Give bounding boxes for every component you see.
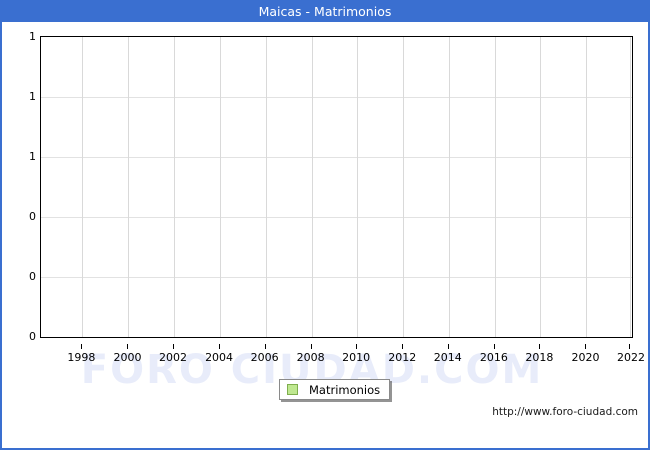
x-tick-label: 2002 — [158, 351, 187, 364]
x-tick-mark — [539, 344, 541, 349]
gridline-vertical — [586, 37, 588, 337]
x-tick-label: 2006 — [250, 351, 279, 364]
x-tick-mark — [585, 344, 587, 349]
gridline-vertical — [311, 37, 313, 337]
x-tick-label: 2010 — [342, 351, 371, 364]
y-tick-label: 1 — [29, 30, 36, 43]
y-tick-label: 0 — [29, 210, 36, 223]
x-tick-label: 2016 — [479, 351, 508, 364]
x-tick-mark — [447, 344, 449, 349]
x-tick-label: 2008 — [296, 351, 325, 364]
gridline-vertical — [494, 37, 496, 337]
x-tick-label: 2014 — [433, 351, 462, 364]
x-tick-mark — [356, 344, 358, 349]
x-tick-mark — [219, 344, 221, 349]
gridline-vertical — [357, 37, 359, 337]
gridline-vertical — [403, 37, 405, 337]
page-title: Maicas - Matrimonios — [2, 2, 648, 22]
gridline-vertical — [128, 37, 130, 337]
x-tick-mark — [81, 344, 83, 349]
legend-label-matrimonios: Matrimonios — [309, 382, 381, 397]
gridline-horizontal — [41, 157, 632, 158]
gridline-vertical — [265, 37, 267, 337]
x-tick-mark — [127, 344, 129, 349]
x-tick-mark — [172, 344, 174, 349]
x-tick-mark — [629, 344, 630, 349]
gridline-horizontal — [41, 277, 632, 278]
x-tick-mark — [493, 344, 495, 349]
x-tick-label: 2020 — [571, 351, 600, 364]
plot-area — [40, 36, 633, 338]
x-tick-mark — [264, 344, 266, 349]
legend-swatch-matrimonios — [287, 384, 298, 395]
gridline-vertical — [448, 37, 450, 337]
source-url[interactable]: http://www.foro-ciudad.com — [492, 406, 638, 418]
x-tick-label: 2000 — [113, 351, 142, 364]
x-tick-mark — [402, 344, 404, 349]
x-tick-label: 2022 — [617, 351, 645, 364]
gridline-horizontal — [41, 217, 632, 218]
y-tick-label: 1 — [29, 90, 36, 103]
gridline-vertical — [173, 37, 175, 337]
chart-legend[interactable]: Matrimonios — [279, 379, 391, 400]
y-tick-label: 1 — [29, 150, 36, 163]
x-tick-label: 2004 — [205, 351, 234, 364]
gridline-vertical — [540, 37, 542, 337]
gridline-vertical — [220, 37, 222, 337]
y-tick-label: 0 — [29, 270, 36, 283]
y-tick-label: 0 — [29, 330, 36, 343]
x-tick-mark — [310, 344, 312, 349]
x-tick-label: 2018 — [525, 351, 554, 364]
gridline-vertical — [82, 37, 84, 337]
y-axis: 1 1 1 0 0 0 — [2, 31, 36, 342]
x-tick-label: 2012 — [388, 351, 417, 364]
gridline-vertical — [630, 37, 631, 337]
x-axis: 1998 2000 2002 2004 2006 2008 2010 2012 2014 2016… — [40, 344, 645, 364]
x-tick-label: 1998 — [67, 351, 96, 364]
gridline-horizontal — [41, 97, 632, 98]
